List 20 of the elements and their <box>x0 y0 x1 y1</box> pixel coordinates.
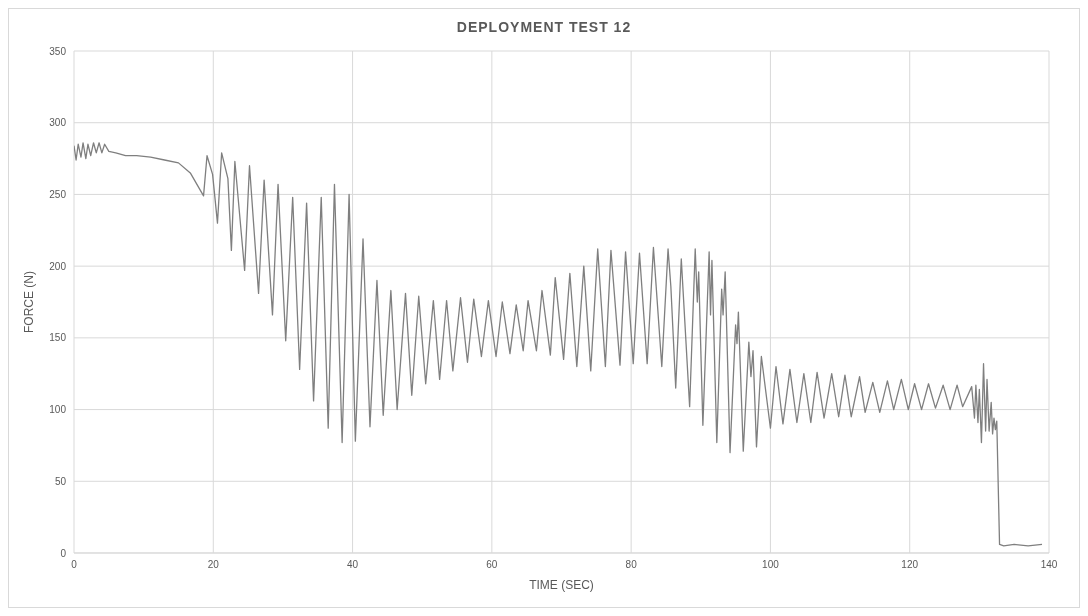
y-tick-label: 50 <box>54 475 67 487</box>
y-axis-title: FORCE (N) <box>22 271 37 333</box>
x-axis-title: TIME (SEC) <box>529 578 594 592</box>
x-tick-label: 100 <box>762 559 780 571</box>
y-tick-label: 0 <box>60 547 67 559</box>
x-tick-label: 40 <box>347 559 359 571</box>
x-tick-label: 60 <box>486 559 498 571</box>
y-tick-label: 250 <box>49 188 67 200</box>
y-tick-label: 150 <box>49 332 67 344</box>
y-tick-label: 300 <box>49 117 67 129</box>
x-tick-label: 140 <box>1040 559 1058 571</box>
x-tick-label: 120 <box>901 559 919 571</box>
x-tick-label: 0 <box>71 559 78 571</box>
line-series <box>74 142 1043 547</box>
y-tick-label: 200 <box>49 260 67 272</box>
chart-title: DEPLOYMENT TEST 12 <box>455 18 633 37</box>
x-tick-label: 20 <box>207 559 220 571</box>
y-tick-label: 350 <box>49 45 67 57</box>
x-tick-label: 80 <box>625 559 638 571</box>
y-tick-label: 100 <box>49 404 67 416</box>
